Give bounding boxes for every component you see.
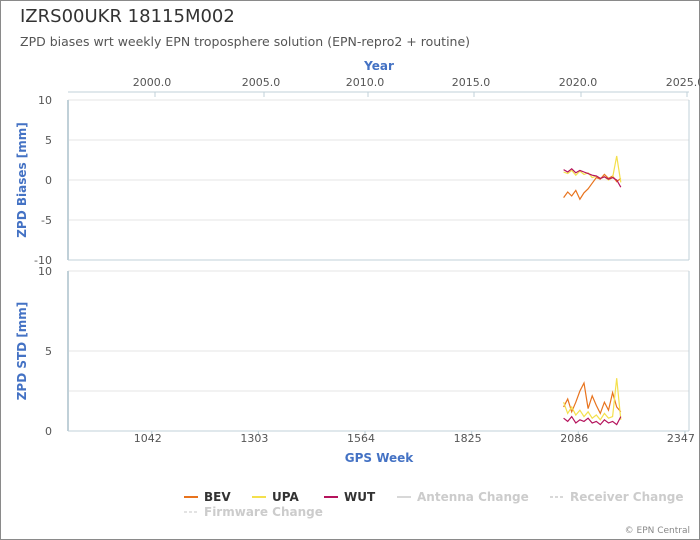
chart-title: IZRS00UKR 18115M002 <box>20 6 235 27</box>
chart-subtitle: ZPD biases wrt weekly EPN troposphere so… <box>20 34 471 49</box>
bottom-tick-label: 2347 <box>667 432 695 445</box>
legend-label: WUT <box>344 490 376 504</box>
legend-label: Firmware Change <box>204 505 323 519</box>
bottom-axis-title: GPS Week <box>345 451 415 465</box>
y-tick-label: -10 <box>34 254 52 267</box>
y-tick-label: 10 <box>38 94 52 107</box>
y-tick-label: -5 <box>41 214 52 227</box>
legend-label: UPA <box>272 490 299 504</box>
bottom-tick-label: 1042 <box>134 432 162 445</box>
y-tick-label: 5 <box>45 134 52 147</box>
legend-label: Antenna Change <box>417 490 529 504</box>
legend-label: Receiver Change <box>570 490 684 504</box>
y-axis-title: ZPD Biases [mm] <box>15 122 29 238</box>
y-tick-label: 0 <box>45 425 52 438</box>
legend-label: BEV <box>204 490 231 504</box>
y-tick-label: 5 <box>45 345 52 358</box>
series-line-wut <box>563 415 622 426</box>
top-tick-label: 2015.0 <box>452 76 491 89</box>
y-axis-title: ZPD STD [mm] <box>15 302 29 401</box>
top-tick-label: 2000.0 <box>133 76 172 89</box>
bottom-tick-label: 1825 <box>454 432 482 445</box>
top-tick-label: 2010.0 <box>346 76 385 89</box>
series-line-bev <box>563 173 622 201</box>
y-tick-label: 10 <box>38 265 52 278</box>
top-tick-label: 2020.0 <box>559 76 598 89</box>
bottom-tick-label: 2086 <box>560 432 588 445</box>
bottom-tick-label: 1564 <box>347 432 375 445</box>
credit-label: © EPN Central <box>624 526 690 536</box>
top-axis-title: Year <box>363 59 394 73</box>
y-tick-label: 0 <box>45 174 52 187</box>
bottom-tick-label: 1303 <box>240 432 268 445</box>
top-tick-label: 2005.0 <box>242 76 281 89</box>
series-line-upa <box>563 378 622 421</box>
series-line-wut <box>563 168 622 188</box>
top-tick-label: 2025.0 <box>666 76 700 89</box>
